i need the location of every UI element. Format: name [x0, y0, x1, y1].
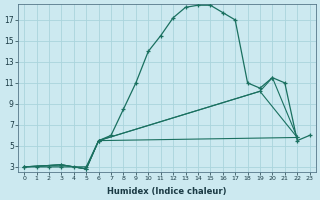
X-axis label: Humidex (Indice chaleur): Humidex (Indice chaleur) [107, 187, 227, 196]
